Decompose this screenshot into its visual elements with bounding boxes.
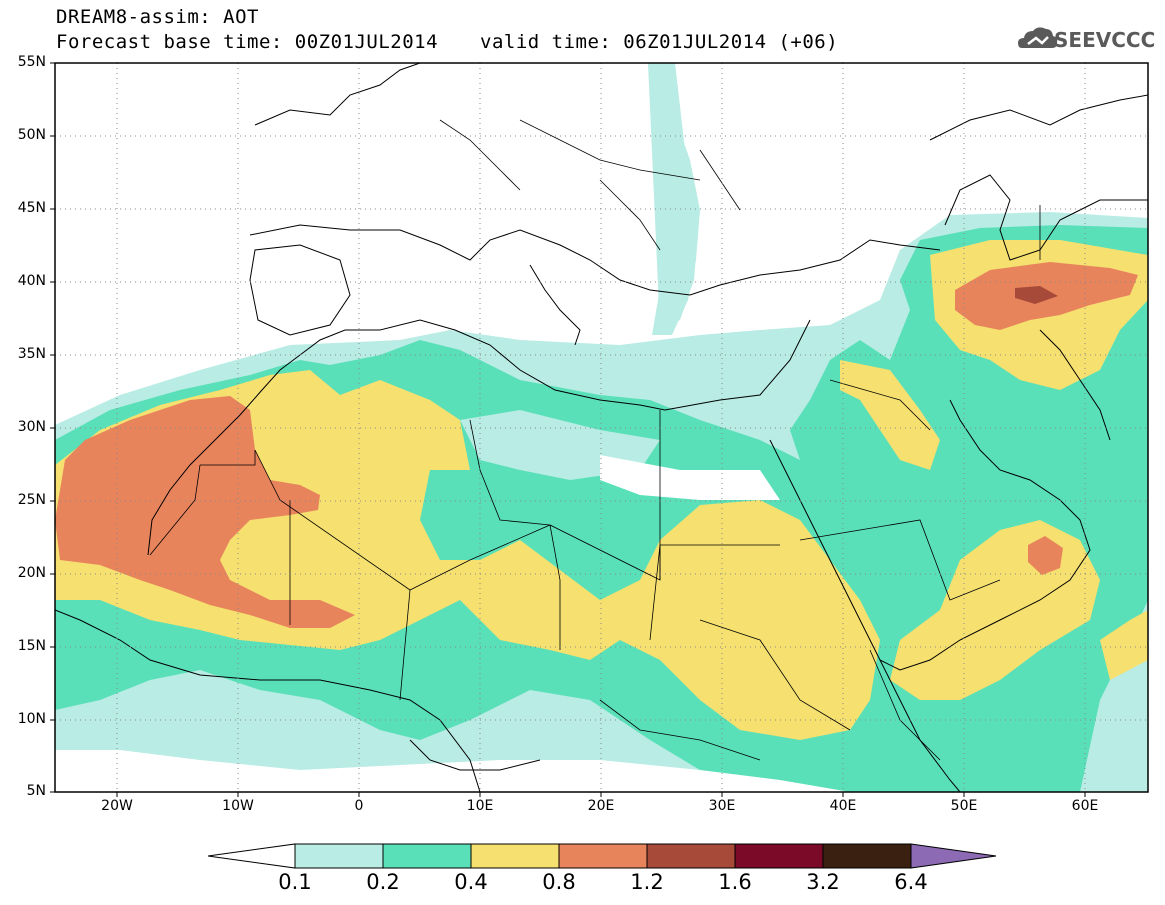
lon-label: 0 — [354, 798, 364, 814]
valid-time: valid time: 06Z01JUL2014 (+06) — [480, 31, 839, 53]
axis-ticks — [50, 62, 1086, 797]
colorbar-label: 3.2 — [806, 870, 840, 894]
lat-label: 50N — [17, 127, 46, 143]
colorbar-label: 0.1 — [278, 870, 312, 894]
colorbar-label: 1.6 — [718, 870, 752, 894]
colorbar-label: 6.4 — [894, 870, 928, 894]
lon-label: 10W — [222, 798, 254, 814]
colorbar-label: 1.2 — [630, 870, 664, 894]
lon-label: 60E — [1071, 798, 1099, 814]
lon-label: 10E — [466, 798, 494, 814]
lat-label: 35N — [17, 346, 46, 362]
logo-text: SEEVCCC — [1054, 28, 1156, 52]
forecast-base-time: Forecast base time: 00Z01JUL2014 — [56, 31, 439, 53]
lat-label: 55N — [17, 54, 46, 70]
borders — [149, 119, 1041, 761]
map-title: DREAM8-assim: AOT — [56, 6, 259, 28]
lat-label: 45N — [17, 200, 46, 216]
lon-label: 20E — [587, 798, 615, 814]
lat-label: 10N — [17, 711, 46, 727]
lat-label: 40N — [17, 273, 46, 289]
aot-field — [55, 63, 1148, 792]
colorbar-label: 0.2 — [366, 870, 400, 894]
lat-label: 15N — [17, 638, 46, 654]
lon-label: 40E — [829, 798, 857, 814]
colorbar-label: 0.8 — [542, 870, 576, 894]
lon-label: 30E — [708, 798, 736, 814]
lat-label: 5N — [26, 783, 46, 799]
lon-label: 20W — [101, 798, 133, 814]
lat-label: 20N — [17, 565, 46, 581]
grid — [55, 63, 1148, 792]
lat-label: 25N — [17, 492, 46, 508]
colorbar-label: 0.4 — [454, 870, 488, 894]
lat-label: 30N — [17, 419, 46, 435]
cloud-icon — [1018, 27, 1058, 48]
lon-label: 50E — [950, 798, 978, 814]
